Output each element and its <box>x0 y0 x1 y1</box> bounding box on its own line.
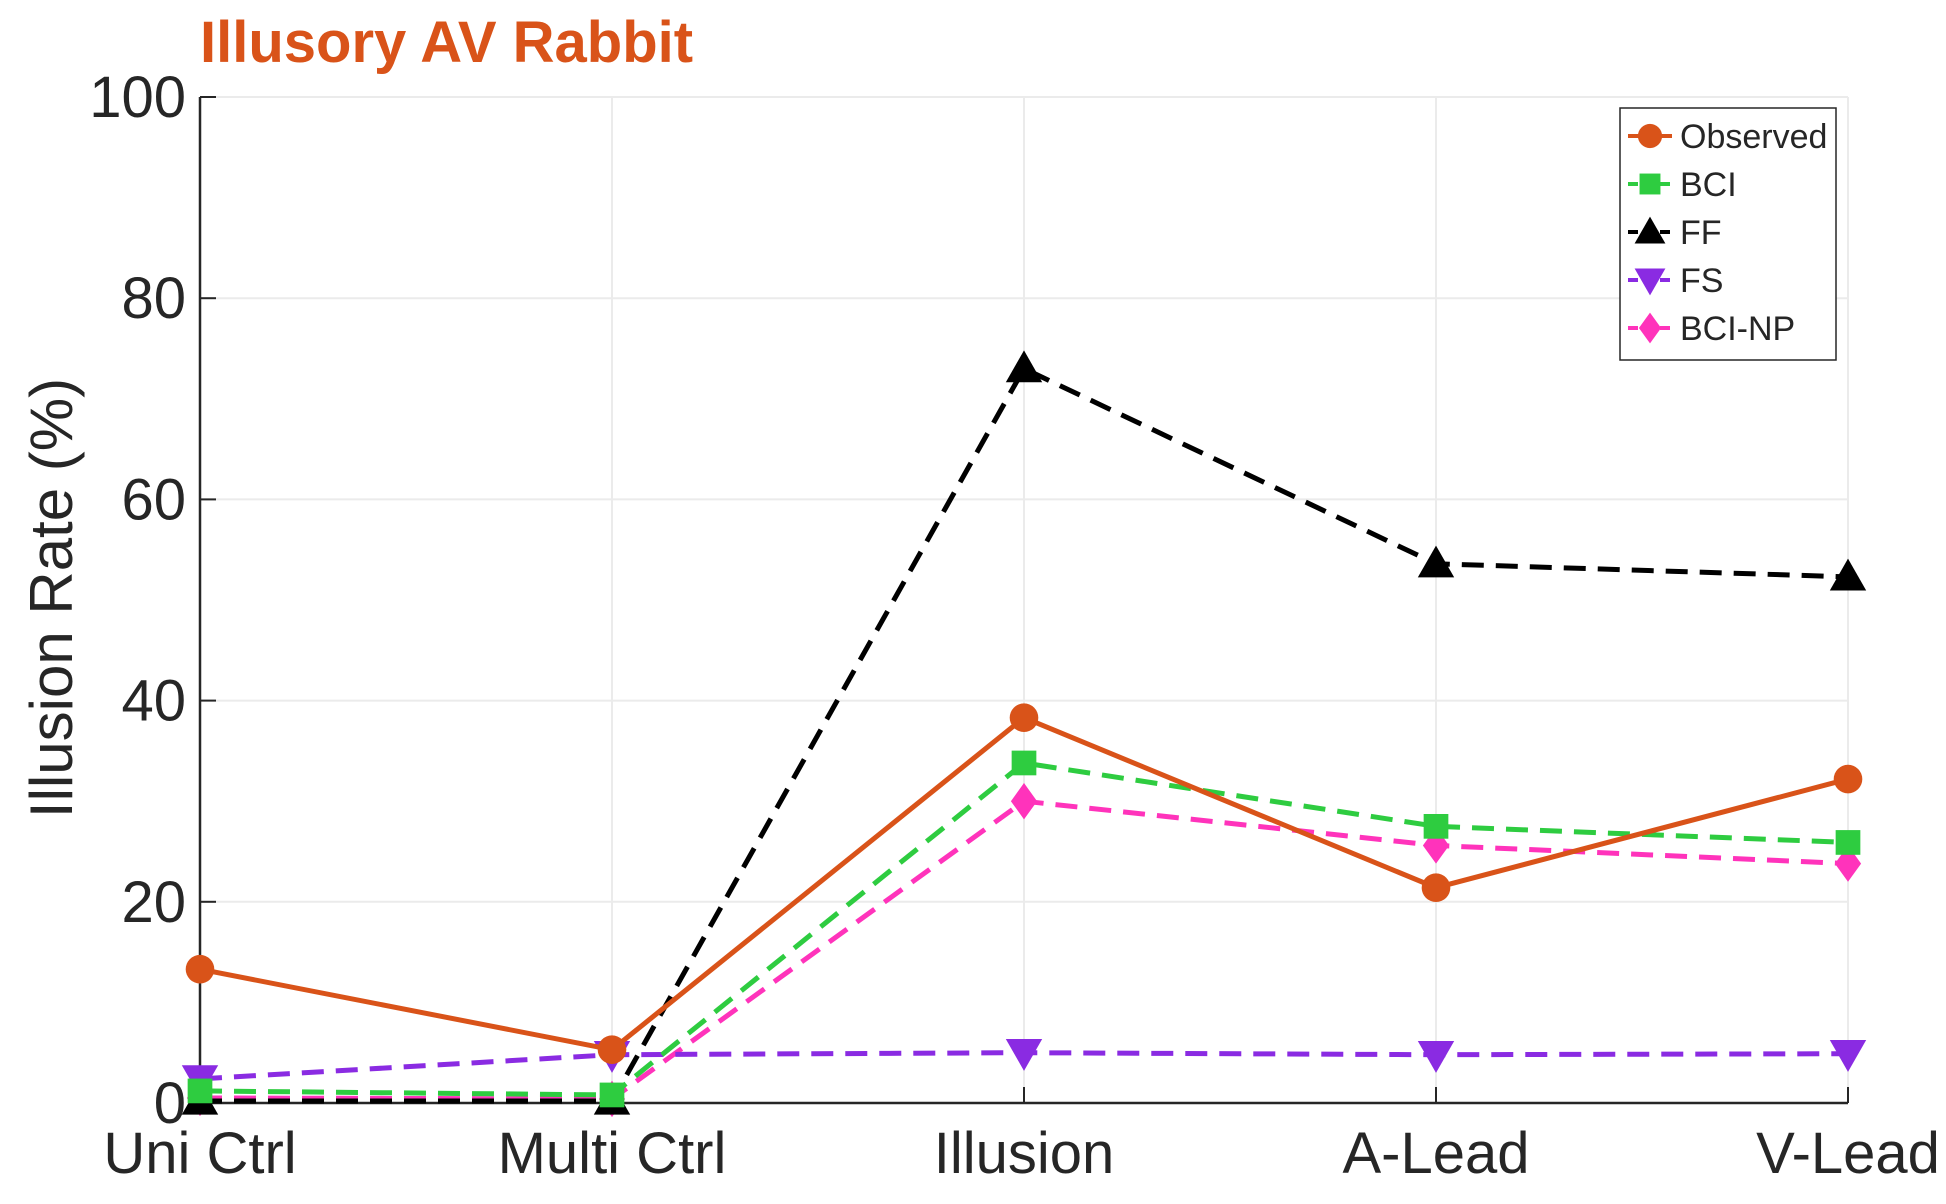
x-tick-label: V-Lead <box>1756 1121 1940 1186</box>
legend-item: Observed <box>1628 118 1827 156</box>
data-point <box>187 1078 213 1104</box>
series-line <box>199 760 1849 1098</box>
data-point <box>1417 1041 1455 1073</box>
legend-marker <box>1634 216 1666 244</box>
legend-item: BCI <box>1628 166 1737 204</box>
x-tick-label: A-Lead <box>1342 1121 1529 1186</box>
data-point <box>1835 830 1861 855</box>
legend-label: Observed <box>1680 118 1827 156</box>
series-bci <box>187 750 1861 1108</box>
data-point <box>1417 545 1455 578</box>
legend-marker <box>1634 268 1666 296</box>
y-tick-label: 0 <box>154 1071 186 1136</box>
legend-label: BCI <box>1680 166 1737 204</box>
legend-label: FF <box>1680 214 1722 252</box>
data-point <box>1005 1039 1043 1071</box>
legend-item: FS <box>1628 262 1723 300</box>
x-tick-label: Uni Ctrl <box>103 1121 296 1186</box>
x-tick-label: Multi Ctrl <box>498 1121 727 1186</box>
y-tick-label: 20 <box>121 870 186 935</box>
y-tick-label: 60 <box>121 467 186 532</box>
y-tick-label: 40 <box>121 669 186 734</box>
tick-labels: 0 20 40 60 80 100 Uni Ctrl Multi Ctrl Illusion A-… <box>89 65 1940 1186</box>
data-point <box>599 1082 625 1108</box>
series-layer <box>181 350 1867 1118</box>
legend-marker <box>1637 123 1663 149</box>
legend-marker <box>1639 173 1661 195</box>
data-point <box>1829 558 1867 591</box>
data-point <box>1005 350 1043 383</box>
series-line <box>200 366 1849 1104</box>
data-point <box>1011 750 1037 776</box>
data-point <box>1423 814 1449 839</box>
y-axis-label: Illusion Rate (%) <box>18 378 85 818</box>
data-point <box>1010 783 1038 820</box>
series-observed <box>185 703 1863 1064</box>
x-tick-label: Illusion <box>934 1121 1115 1186</box>
legend-box <box>1619 107 1837 361</box>
legend-item: FF <box>1628 214 1722 252</box>
grid <box>199 96 1849 1104</box>
legend-item: BCI-NP <box>1628 310 1795 348</box>
data-point <box>1834 845 1862 882</box>
y-tick-label: 80 <box>121 266 186 331</box>
data-point <box>1009 703 1039 733</box>
legend-label: BCI-NP <box>1680 310 1795 348</box>
data-point <box>185 954 215 984</box>
legend-marker <box>1638 312 1662 344</box>
legend-label: FS <box>1680 262 1723 300</box>
y-tick-label: 100 <box>89 65 186 130</box>
data-point <box>1833 764 1863 794</box>
data-point <box>1829 1040 1867 1072</box>
legend: Observed BCI FF FS BCI-NP <box>1619 107 1837 361</box>
chart-title: Illusory AV Rabbit <box>200 10 693 75</box>
data-point <box>1421 873 1451 903</box>
data-point <box>597 1035 627 1064</box>
